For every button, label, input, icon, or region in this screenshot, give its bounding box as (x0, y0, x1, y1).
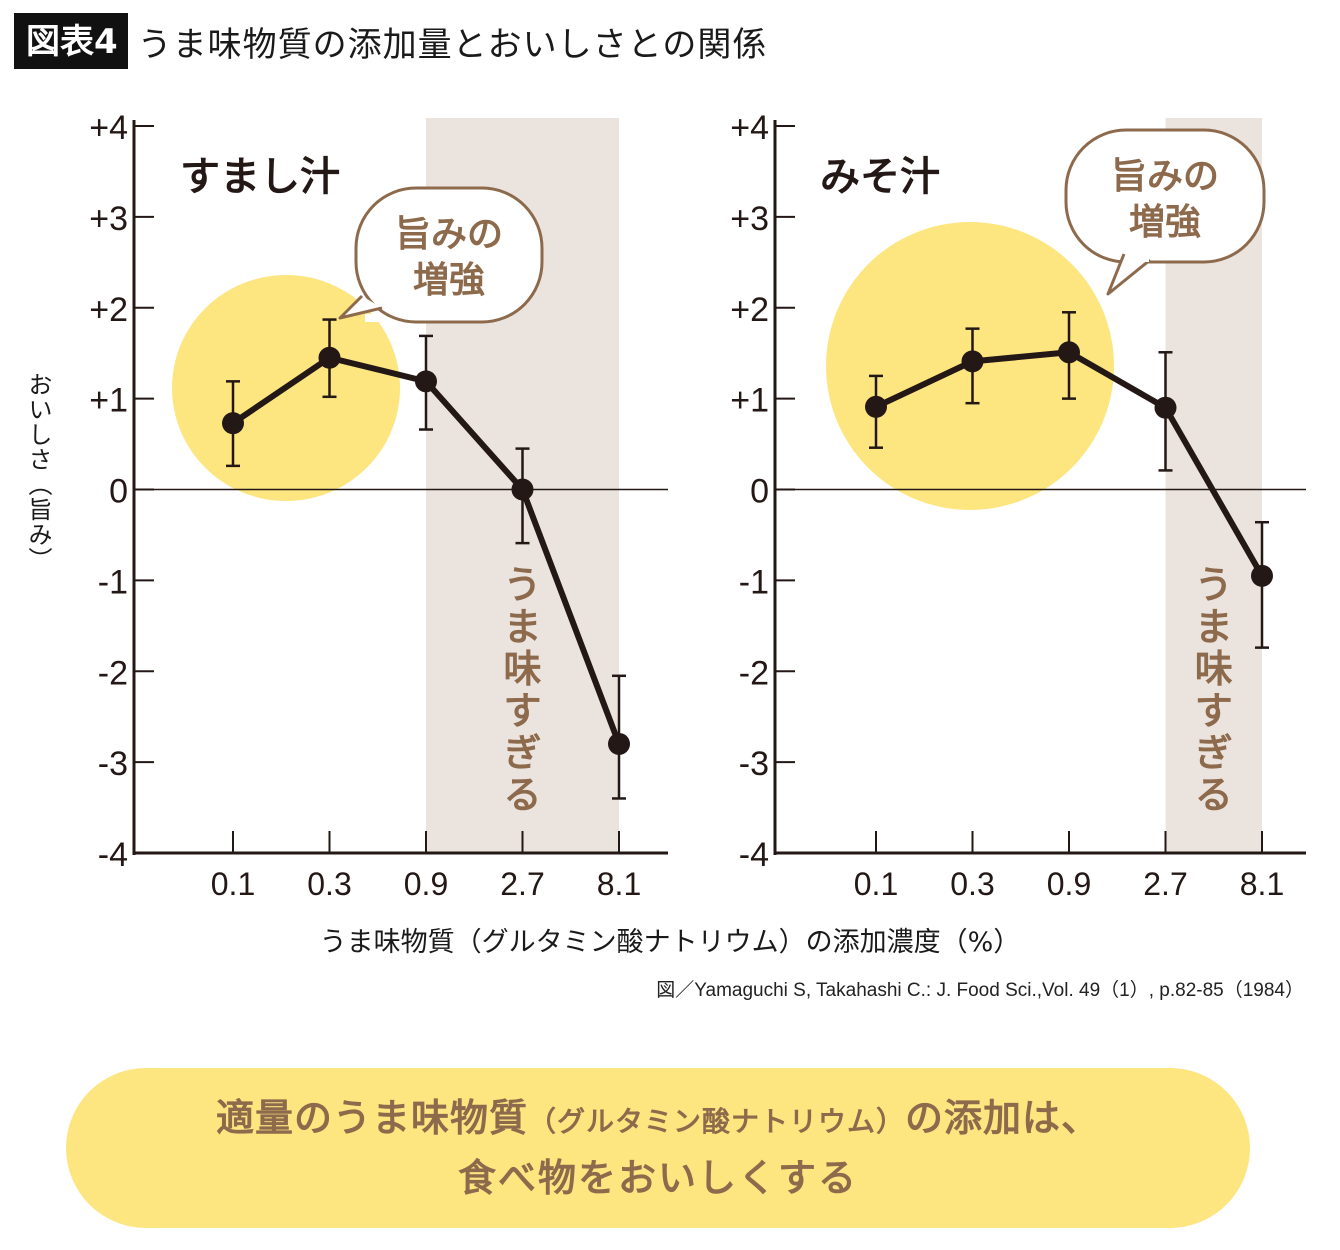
y-tick-label: +3 (730, 200, 769, 238)
overdose-label-char: す (503, 689, 541, 733)
overdose-label-char: ぎ (503, 731, 541, 775)
y-tick-label: -2 (739, 654, 769, 692)
x-tick-label: 8.1 (597, 866, 641, 902)
x-tick-label: 8.1 (1240, 866, 1284, 902)
callout-text-line-1: 旨みの (1111, 156, 1219, 197)
data-point (961, 350, 984, 373)
callout-bubble (1064, 128, 1266, 264)
x-tick-label: 0.9 (404, 866, 448, 902)
figure-number-badge: 図表4 (14, 13, 128, 69)
y-tick-label: +4 (730, 109, 769, 147)
summary-line-1: 適量のうま味物質（グルタミン酸ナトリウム）の添加は、 (216, 1090, 1100, 1150)
y-tick-label: +3 (89, 200, 128, 238)
y-tick-label: +2 (89, 291, 128, 329)
chart-panel-2: +4 +3 +2 +1 0 -1 -2 -3 -4 0.1 0.3 0.9 2.7 8.1 みそ汁 旨みの増強… (730, 109, 1306, 902)
overdose-label-char: る (1195, 773, 1233, 817)
summary-line-2: 食べ物をおいしくする (457, 1156, 858, 1200)
overdose-label-char: 味 (503, 647, 541, 691)
callout-tail-mask (1127, 254, 1149, 262)
y-tick-label: +1 (89, 382, 128, 420)
x-tick-label: 0.9 (1047, 866, 1091, 902)
panel-title: みそ汁 (820, 154, 940, 200)
chart-panel-1: +4 +3 +2 +1 0 -1 -2 -3 -4 0.1 0.3 0.9 2.7 8.1 すまし汁旨みの増… (89, 109, 668, 902)
y-tick-label: -2 (98, 654, 128, 692)
y-tick-label: +2 (730, 291, 769, 329)
data-point (1251, 564, 1273, 587)
x-tick-label: 0.3 (307, 866, 351, 902)
data-point (222, 412, 244, 435)
overdose-label-char: ぎ (1195, 731, 1233, 775)
overdose-label-char: う (1195, 563, 1233, 607)
data-point (608, 732, 630, 755)
y-tick-label: -4 (98, 836, 128, 874)
x-tick-label: 2.7 (1143, 866, 1187, 902)
panel-title: すまし汁 (180, 154, 340, 200)
summary-text-small: （グルタミン酸ナトリウム） (527, 1105, 905, 1138)
y-tick-label: -3 (98, 745, 128, 783)
figure-title: うま味物質の添加量とおいしさとの関係 (137, 24, 768, 65)
summary-text-a: 適量のうま味物質 (215, 1096, 528, 1140)
overdose-label-char: ま (503, 605, 541, 649)
callout-text-line-2: 増強 (1129, 202, 1201, 243)
overdose-label-char: ま (1195, 605, 1233, 649)
summary-banner: 適量のうま味物質（グルタミン酸ナトリウム）の添加は、 食べ物をおいしくする (66, 1068, 1250, 1228)
overdose-label-char: う (503, 563, 541, 607)
y-tick-label: 0 (109, 473, 128, 511)
y-tick-label: +1 (730, 382, 769, 420)
callout-text-line-1: 旨みの (395, 214, 503, 255)
x-tick-label: 0.1 (211, 866, 255, 902)
summary-text-b: の添加は、 (905, 1096, 1101, 1140)
source-citation: 図／Yamaguchi S, Takahashi C.: J. Food Sci… (656, 980, 1304, 1001)
charts-svg: +4+3+2+10-1-2-3-40.1 0.3 0.9 2.7 8.1すまし汁旨みの増… (89, 109, 1306, 902)
y-axis-label: おいしさ（旨み） (24, 372, 52, 572)
y-tick-label: 0 (750, 473, 769, 511)
x-tick-label: 0.3 (950, 866, 994, 902)
callout-tail-mask (365, 314, 381, 322)
overdose-label-char: る (503, 773, 541, 817)
y-tick-label: -3 (739, 745, 769, 783)
x-tick-label: 0.1 (854, 866, 898, 902)
data-point (865, 395, 887, 418)
callout-bubble-tail (1106, 253, 1151, 296)
callout-text-line-2: 増強 (413, 260, 485, 301)
overdose-label-char: す (1195, 689, 1233, 733)
data-point (511, 478, 534, 501)
figure-header: 図表4 うま味物質の添加量とおいしさとの関係 (14, 12, 767, 70)
data-point (318, 346, 341, 369)
overdose-label-char: 味 (1195, 647, 1233, 691)
y-tick-label: -1 (739, 563, 769, 601)
x-tick-label: 2.7 (500, 866, 544, 902)
y-tick-label: -4 (739, 836, 769, 874)
y-tick-label: -1 (98, 563, 128, 601)
callout-bubble-tail (338, 294, 383, 320)
data-point (1154, 396, 1177, 419)
callout-bubble (354, 186, 544, 324)
x-axis-label: うま味物質（グルタミン酸ナトリウム）の添加濃度（%） (319, 927, 1021, 958)
y-tick-label: +4 (89, 109, 128, 147)
data-point (1058, 341, 1080, 364)
data-point (415, 370, 437, 393)
